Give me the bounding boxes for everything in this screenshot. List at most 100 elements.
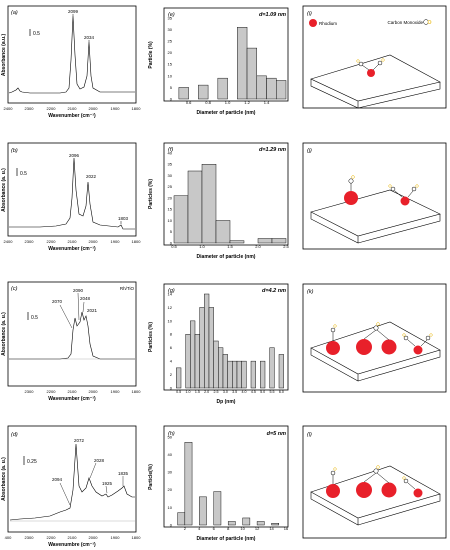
peak-label: 1803 [118,216,129,221]
svg-text:2200: 2200 [47,239,57,244]
bars [177,442,280,526]
peak-label: 2099 [68,9,79,14]
svg-text:1900: 1900 [111,389,121,394]
peak-label: 1835 [118,471,129,476]
svg-text:20: 20 [168,50,173,55]
svg-text:2.5: 2.5 [283,244,289,249]
svg-text:1800: 1800 [132,535,142,540]
x-ticks: 400 2300 2200 2100 2000 1900 1800 [5,535,142,540]
svg-text:2300: 2300 [25,239,35,244]
support-slab [310,54,441,109]
bars [178,27,287,100]
histogram-bar [217,77,228,100]
svg-text:1.0: 1.0 [225,100,231,105]
histogram-bar [250,360,256,389]
svg-text:0.6: 0.6 [186,100,192,105]
peak-label: 2028 [94,458,105,463]
svg-text:25: 25 [168,184,173,189]
peak-label: 2072 [74,438,85,443]
svg-text:5: 5 [170,85,173,90]
panel-label: (f) [168,147,173,153]
histogram-bar [257,238,273,244]
bars [173,164,287,244]
x-ticks: 0.5 1.0 1.5 2.0 2.5 3.0 3.5 4.0 4.5 5.0 … [176,390,284,394]
histogram-bar [218,347,224,389]
svg-text:1.2: 1.2 [244,100,250,105]
histogram-bar [185,334,191,389]
histogram-bar [269,347,275,389]
svg-text:1.5: 1.5 [227,244,233,249]
histogram-bar [242,517,251,526]
svg-text:4: 4 [198,526,201,531]
svg-text:1.4: 1.4 [264,100,270,105]
y-ticks: 0 2 4 6 8 10 12 14 [168,291,173,390]
svg-text:15: 15 [168,62,173,67]
svg-text:2200: 2200 [47,106,57,111]
svg-text:6: 6 [213,526,216,531]
svg-text:2100: 2100 [68,106,78,111]
ir-spectrum [9,157,135,230]
panel-label: (l) [307,432,312,438]
support-slab [310,189,441,244]
panel-label: (i) [307,11,312,17]
hist-panel-h: (h) d=5 nm 2 4 6 8 10 12 14 16 0 10 20 3… [148,425,289,542]
svg-text:30: 30 [168,470,173,475]
svg-text:2300: 2300 [25,389,35,394]
hist-panel-g: (g) d=4.2 nm 0.5 1.0 1.5 2.0 2.5 3.0 3.5… [148,283,289,405]
scale-label: 0.5 [33,31,40,37]
peak-label: 2048 [80,296,91,301]
y-axis-label: Particles (%) [148,322,154,352]
histogram-bar [236,360,242,389]
svg-text:1.0: 1.0 [199,244,205,249]
annotation: d=5 nm [267,431,287,437]
svg-text:15: 15 [168,207,173,212]
peak-label: 2021 [87,308,98,313]
svg-text:2400: 2400 [4,239,14,244]
x-ticks: 2400 2300 2200 2100 2000 1900 1800 [4,106,142,111]
x-axis-label: Wavenumber (cm⁻¹) [48,246,96,252]
svg-text:1800: 1800 [132,106,142,111]
svg-text:14: 14 [168,291,173,296]
panel-label: (k) [307,289,314,295]
svg-text:1.0: 1.0 [186,390,191,394]
y-axis-label: Particles (%) [148,179,154,209]
x-ticks: 2400 2300 2200 2100 2000 1900 1800 [4,239,142,244]
svg-text:10: 10 [168,505,173,510]
peak-label: 1925 [102,481,113,486]
histogram-bar [198,84,209,100]
svg-text:35: 35 [168,15,173,20]
svg-text:2.5: 2.5 [214,390,219,394]
panel-label: (d) [11,432,18,438]
svg-text:2000: 2000 [89,106,99,111]
y-ticks: 0 10 20 30 40 50 [168,434,173,527]
svg-text:2200: 2200 [47,535,57,540]
svg-text:40: 40 [168,452,173,457]
annotation: d=4.2 nm [262,288,286,294]
svg-text:20: 20 [168,487,173,492]
scale-label: 0.5 [31,315,38,321]
svg-text:3.0: 3.0 [223,390,228,394]
histogram-bar [241,360,247,389]
svg-text:2100: 2100 [68,389,78,394]
panel-label: (a) [11,10,18,16]
svg-text:10: 10 [168,218,173,223]
histogram-bar [246,47,258,100]
svg-text:10: 10 [168,318,173,323]
peak-label: 2096 [69,153,80,158]
x-axis-label: Wavenumber (cm⁻¹) [48,396,96,402]
histogram-bar [237,27,248,100]
y-axis-label: Absorbance (a. u.) [1,312,7,356]
peak-label: 2034 [84,35,95,40]
histogram-bar [204,293,210,389]
histogram-bar [260,360,266,389]
ir-spectrum [9,443,135,521]
ir-panel-a: (a) 0.5 2099 2034 2400 2300 2200 2100 20… [1,5,142,119]
y-axis-label: Absorbance (a.u.) [1,34,7,77]
legend-label: Carbon Monoxide [387,20,423,25]
scale-label: 0.25 [27,459,37,465]
svg-text:1.5: 1.5 [195,390,200,394]
svg-text:12: 12 [168,305,173,310]
svg-text:30: 30 [168,27,173,32]
peak-label: 2090 [73,288,84,293]
svg-text:4.0: 4.0 [242,390,247,394]
